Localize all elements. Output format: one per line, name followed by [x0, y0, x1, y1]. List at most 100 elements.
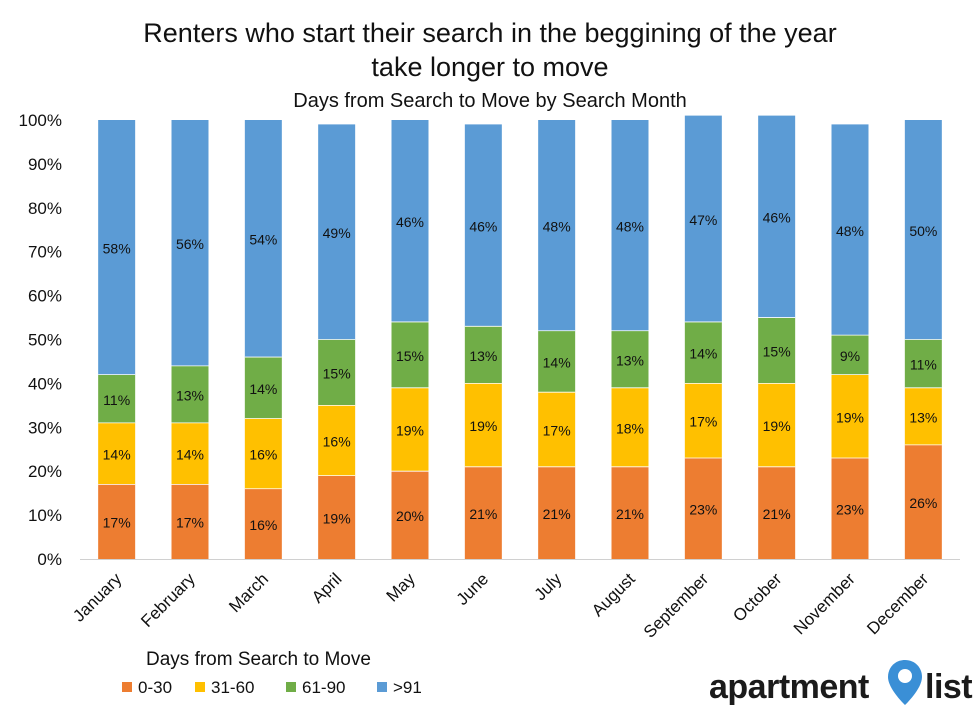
data-label: 21%: [616, 506, 644, 522]
x-tick-label: December: [863, 569, 932, 638]
data-label: 21%: [763, 506, 791, 522]
legend-swatch: [195, 682, 205, 692]
legend: 0-30 31-60 61-90 >91: [122, 678, 422, 697]
data-label: 56%: [176, 236, 204, 252]
x-tick-label: August: [588, 569, 639, 620]
y-tick-label: 0%: [37, 550, 62, 569]
bar-segment: [758, 317, 796, 384]
data-label: 14%: [176, 447, 204, 463]
data-label: 21%: [543, 506, 571, 522]
bar-segment: [611, 120, 649, 331]
legend-swatch: [122, 682, 132, 692]
bar-segment: [171, 365, 209, 423]
bar-segment: [464, 326, 502, 384]
bar-segment: [611, 466, 649, 559]
x-tick-label: May: [383, 569, 419, 605]
x-tick-label: February: [137, 569, 199, 631]
x-tick-label: November: [790, 569, 859, 638]
bar-segment: [904, 120, 942, 340]
y-tick-label: 30%: [28, 418, 62, 437]
bar-segment: [244, 418, 282, 489]
legend-swatch: [286, 682, 296, 692]
x-tick-label: June: [453, 569, 493, 609]
bar-segment: [318, 124, 356, 340]
x-tick-label: July: [531, 569, 566, 604]
bar-segment: [464, 124, 502, 327]
x-tick-label: January: [69, 569, 126, 626]
bar-segment: [684, 115, 722, 322]
data-label: 19%: [469, 418, 497, 434]
legend-label: 0-30: [138, 678, 172, 697]
bar-segment: [831, 374, 869, 459]
data-label: 18%: [616, 420, 644, 436]
data-label: 23%: [836, 502, 864, 518]
y-tick-label: 60%: [28, 287, 62, 306]
data-label: 19%: [323, 510, 351, 526]
x-tick-label: September: [640, 569, 712, 641]
data-label: 46%: [396, 214, 424, 230]
data-label: 11%: [910, 357, 937, 373]
data-label: 16%: [249, 517, 277, 533]
y-tick-label: 20%: [28, 462, 62, 481]
bar-segment: [391, 471, 429, 559]
legend-swatch: [377, 682, 387, 692]
data-label: 47%: [689, 212, 717, 228]
bar-segment: [758, 466, 796, 559]
data-label: 15%: [396, 348, 424, 364]
brand-logo-list: list: [925, 668, 973, 706]
bar-segment: [391, 387, 429, 472]
y-tick-label: 90%: [28, 155, 62, 174]
data-label: 17%: [543, 422, 571, 438]
data-label: 14%: [689, 346, 717, 362]
data-label: 20%: [396, 508, 424, 524]
y-tick-label: 10%: [28, 506, 62, 525]
data-label: 21%: [469, 506, 497, 522]
x-tick-label: October: [729, 569, 785, 625]
bar-segment: [318, 405, 356, 476]
map-pin-icon: [888, 660, 922, 705]
brand-logo-apartment: apartment: [709, 668, 869, 706]
bar-segment: [244, 488, 282, 559]
bar-segment: [391, 321, 429, 388]
bar-segment: [904, 444, 942, 559]
bar-segment: [98, 422, 136, 485]
bar-segment: [611, 330, 649, 388]
data-label: 19%: [763, 418, 791, 434]
data-label: 48%: [616, 218, 644, 234]
data-label: 13%: [176, 387, 204, 403]
data-label: 13%: [909, 409, 937, 425]
y-tick-label: 100%: [19, 111, 62, 130]
bar-segment: [538, 120, 576, 331]
bar-segment: [318, 475, 356, 559]
bar-segment: [538, 392, 576, 467]
data-label: 14%: [543, 354, 571, 370]
bar-segment: [831, 124, 869, 336]
bar-segment: [538, 466, 576, 559]
legend-title: Days from Search to Move: [146, 649, 371, 670]
bar-segment: [391, 120, 429, 322]
bar-segment: [831, 335, 869, 375]
bar-segment: [244, 357, 282, 419]
legend-label: >91: [393, 678, 422, 697]
chart-subtitle: Days from Search to Move by Search Month: [293, 90, 687, 112]
bar-segment: [171, 484, 209, 559]
data-label: 49%: [323, 225, 351, 241]
data-label: 23%: [689, 502, 717, 518]
bar-segment: [98, 484, 136, 559]
bar-segment: [758, 383, 796, 467]
data-label: 26%: [909, 495, 937, 511]
x-tick-label: April: [308, 569, 345, 606]
bar-segment: [611, 387, 649, 467]
legend-label: 61-90: [302, 678, 345, 697]
data-label: 54%: [249, 232, 277, 248]
bar-segment: [538, 330, 576, 393]
bar-segment: [464, 383, 502, 467]
data-label: 16%: [323, 433, 351, 449]
data-label: 19%: [836, 409, 864, 425]
data-label: 13%: [469, 348, 497, 364]
y-axis: 0% 10% 20% 30% 40% 50% 60% 70% 80% 90% 100%: [19, 111, 62, 569]
data-label: 17%: [103, 515, 131, 531]
data-label: 19%: [396, 422, 424, 438]
data-label: 11%: [103, 392, 130, 408]
data-label: 16%: [249, 447, 277, 463]
